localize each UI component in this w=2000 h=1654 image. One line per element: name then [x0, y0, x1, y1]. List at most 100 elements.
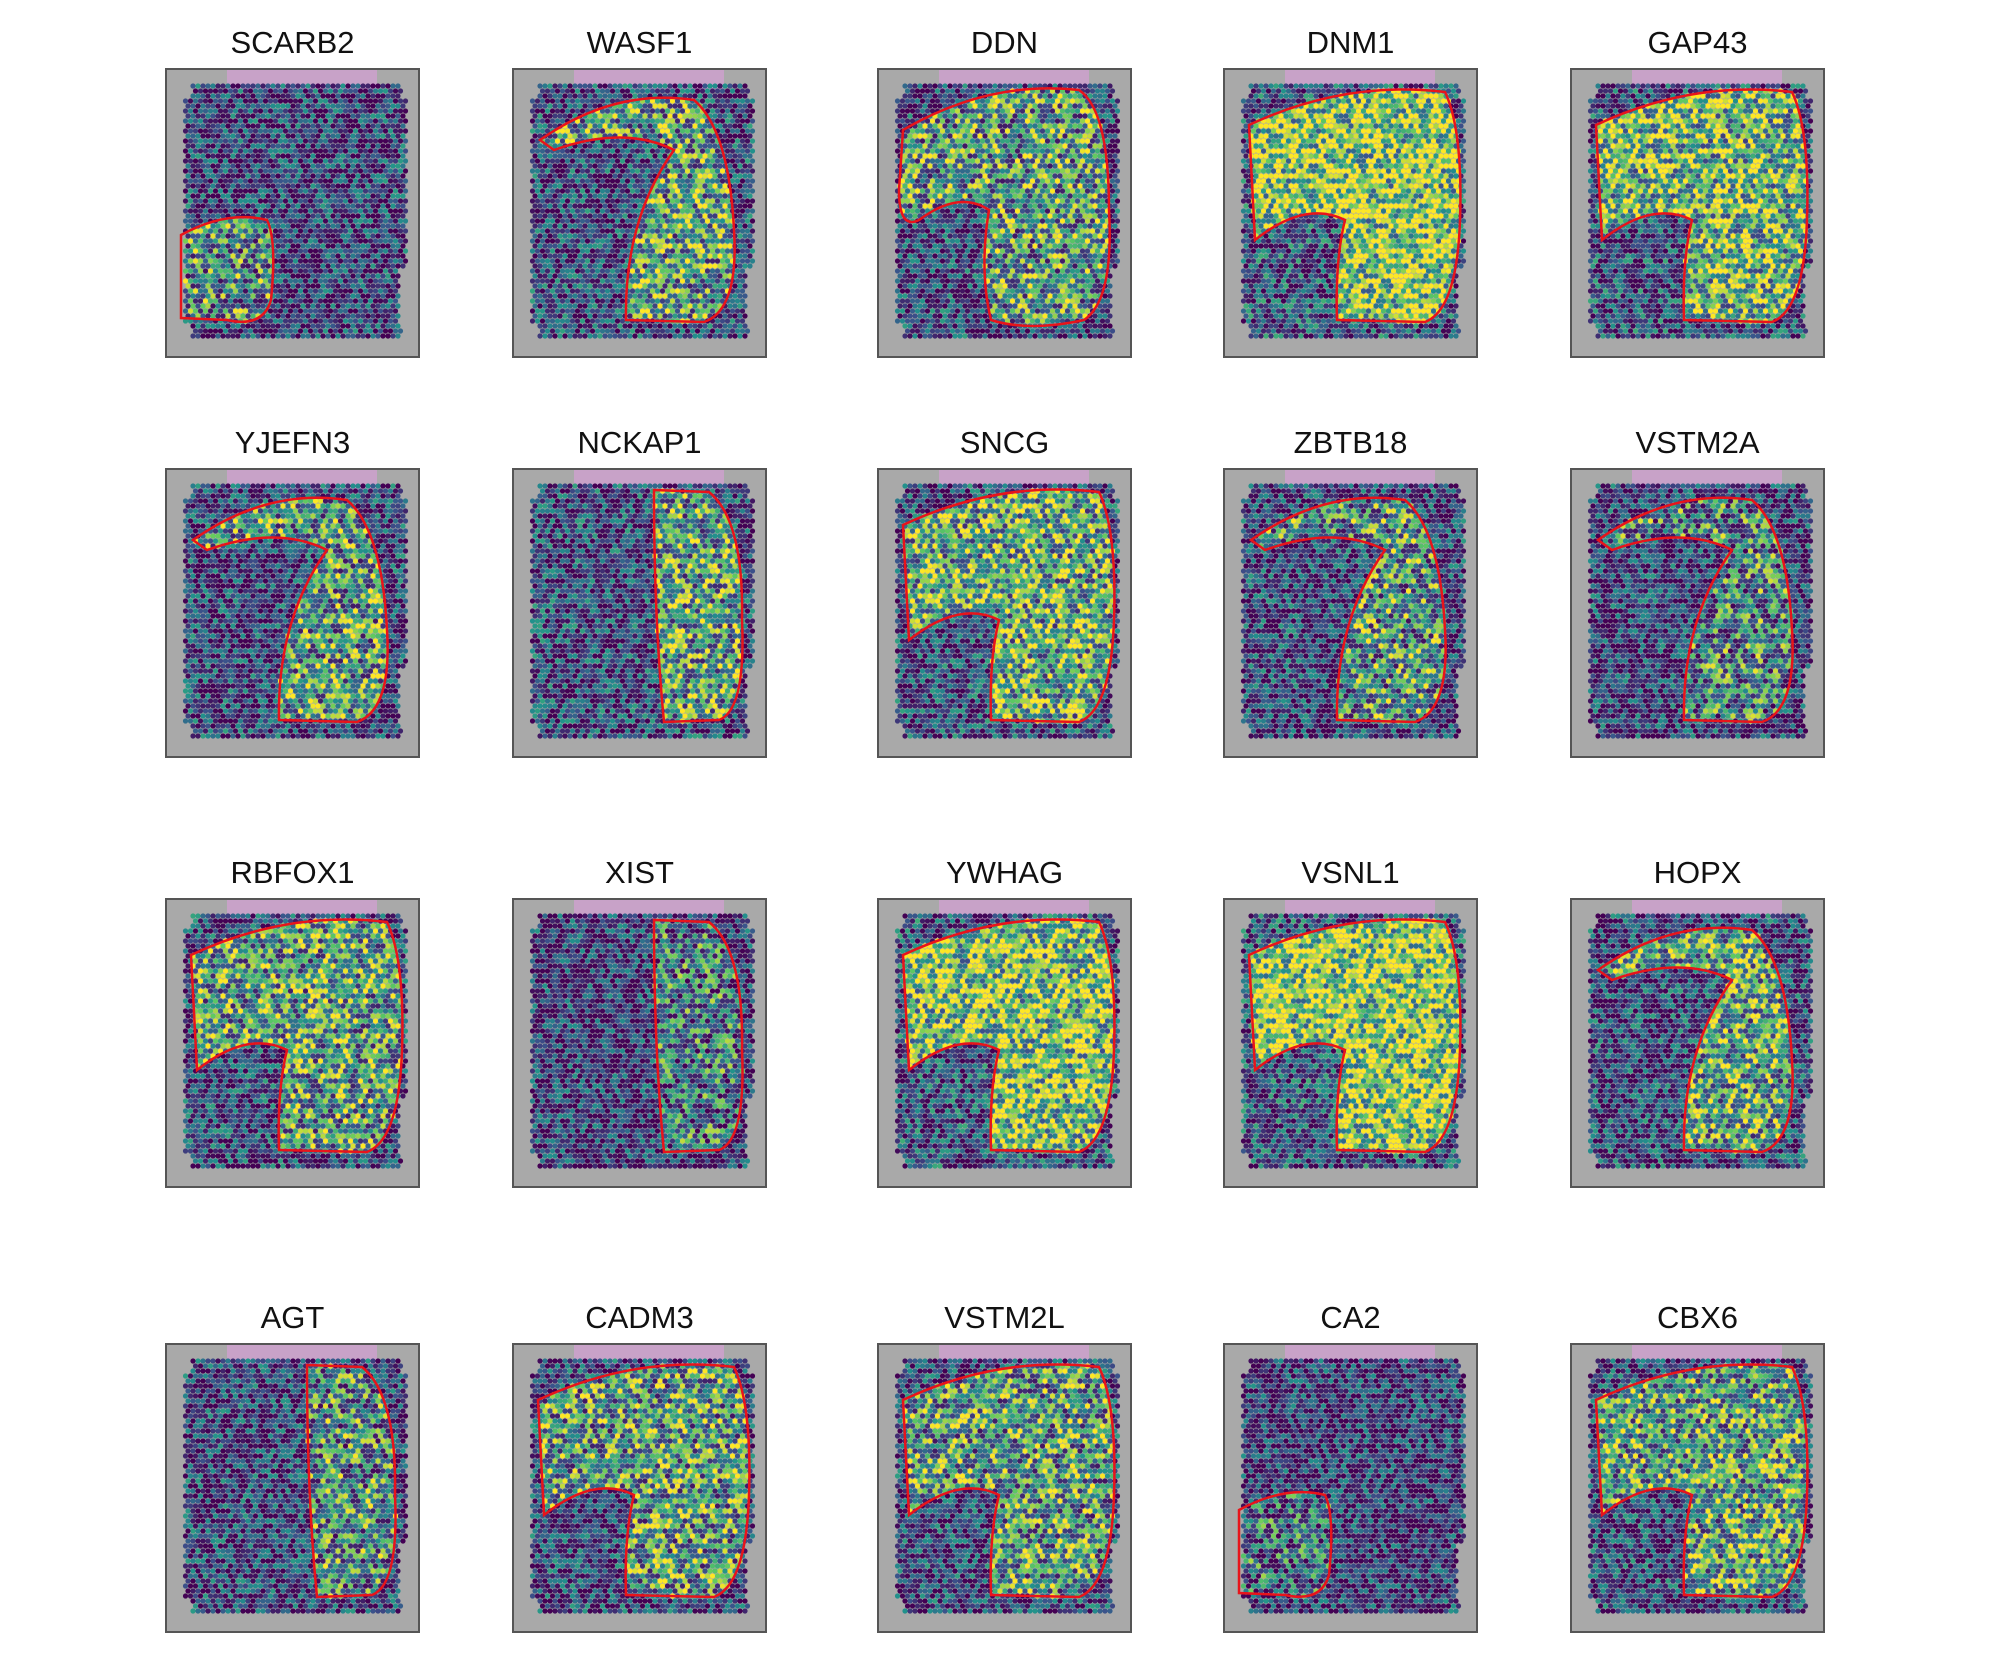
- gene-title: WASF1: [512, 25, 767, 61]
- gene-panel: GAP43: [1570, 25, 1825, 358]
- gene-panel: CA2: [1223, 1300, 1478, 1633]
- spatial-expression-plot: [1587, 1345, 1814, 1614]
- spatial-expression-plot: [1240, 70, 1467, 339]
- gene-title: RBFOX1: [165, 855, 420, 891]
- tissue-section-image: [512, 1343, 767, 1633]
- expression-spots: [529, 1358, 756, 1614]
- spatial-expression-plot: [1240, 900, 1467, 1169]
- tissue-section-image: [877, 68, 1132, 358]
- spatial-expression-plot: [1240, 470, 1467, 739]
- expression-spots: [182, 1358, 409, 1614]
- region-outline: [1595, 926, 1794, 1154]
- gene-title: CBX6: [1570, 1300, 1825, 1336]
- spatial-expression-plot: [529, 70, 756, 339]
- spatial-expression-plot: [529, 470, 756, 739]
- expression-spots: [529, 83, 756, 339]
- tissue-section-image: [165, 468, 420, 758]
- gene-title: SCARB2: [165, 25, 420, 61]
- spatial-expression-plot: [529, 1345, 756, 1614]
- expression-spots: [1587, 483, 1814, 739]
- gene-title: CADM3: [512, 1300, 767, 1336]
- gene-title: DDN: [877, 25, 1132, 61]
- spatial-expression-plot: [894, 1345, 1121, 1614]
- region-outline: [190, 496, 389, 724]
- spatial-expression-plot: [529, 900, 756, 1169]
- tissue-section-image: [512, 898, 767, 1188]
- gene-panel: AGT: [165, 1300, 420, 1633]
- expression-spots: [1587, 83, 1814, 339]
- gene-panel: VSNL1: [1223, 855, 1478, 1188]
- gene-panel: SCARB2: [165, 25, 420, 358]
- region-outline: [1247, 88, 1462, 324]
- gene-title: AGT: [165, 1300, 420, 1336]
- gene-title: VSTM2A: [1570, 425, 1825, 461]
- region-outline: [1594, 88, 1809, 324]
- expression-spots: [894, 913, 1121, 1169]
- gene-panel: ZBTB18: [1223, 425, 1478, 758]
- tissue-section-image: [512, 468, 767, 758]
- region-outline: [1248, 496, 1447, 724]
- expression-spots: [529, 913, 756, 1169]
- gene-title: XIST: [512, 855, 767, 891]
- region-outline: [1595, 496, 1794, 724]
- gene-panel: RBFOX1: [165, 855, 420, 1188]
- gene-title: SNCG: [877, 425, 1132, 461]
- gene-panel: NCKAP1: [512, 425, 767, 758]
- expression-spots: [894, 83, 1121, 339]
- gene-title: YJEFN3: [165, 425, 420, 461]
- tissue-section-image: [1223, 468, 1478, 758]
- gene-panel: SNCG: [877, 425, 1132, 758]
- gene-title: VSNL1: [1223, 855, 1478, 891]
- gene-panel: DDN: [877, 25, 1132, 358]
- gene-panel: WASF1: [512, 25, 767, 358]
- region-outline: [897, 87, 1111, 328]
- tissue-section-image: [877, 898, 1132, 1188]
- gene-panel: VSTM2A: [1570, 425, 1825, 758]
- region-outline: [901, 1363, 1116, 1599]
- gene-title: ZBTB18: [1223, 425, 1478, 461]
- spatial-expression-plot: [894, 900, 1121, 1169]
- gene-title: NCKAP1: [512, 425, 767, 461]
- gene-title: VSTM2L: [877, 1300, 1132, 1336]
- region-outline: [652, 918, 744, 1154]
- gene-title: DNM1: [1223, 25, 1478, 61]
- expression-spots: [182, 913, 409, 1169]
- expression-spots: [1240, 1358, 1467, 1614]
- gene-title: YWHAG: [877, 855, 1132, 891]
- region-outline: [652, 488, 744, 724]
- tissue-section-image: [1570, 1343, 1825, 1633]
- expression-spots: [182, 83, 409, 339]
- spatial-expression-plot: [1237, 1345, 1467, 1614]
- region-outline: [189, 918, 404, 1154]
- region-outline: [536, 1363, 751, 1599]
- region-outline: [1247, 918, 1462, 1154]
- region-outline: [1594, 1363, 1809, 1599]
- spatial-expression-plot: [182, 470, 409, 739]
- tissue-section-image: [165, 898, 420, 1188]
- tissue-section-image: [1570, 68, 1825, 358]
- expression-spots: [1240, 83, 1467, 339]
- tissue-section-image: [512, 68, 767, 358]
- gene-panel: DNM1: [1223, 25, 1478, 358]
- expression-spots: [529, 483, 756, 739]
- region-outline: [1237, 1490, 1333, 1598]
- expression-spots: [1587, 1358, 1814, 1614]
- expression-spots: [894, 483, 1121, 739]
- gene-title: HOPX: [1570, 855, 1825, 891]
- spatial-expression-plot: [894, 70, 1121, 339]
- region-outline: [305, 1363, 397, 1599]
- gene-panel: HOPX: [1570, 855, 1825, 1188]
- spatial-expression-plot: [179, 70, 409, 339]
- gene-panel: YWHAG: [877, 855, 1132, 1188]
- spatial-expression-plot: [182, 1345, 409, 1614]
- gene-title: GAP43: [1570, 25, 1825, 61]
- spatial-expression-plot: [1587, 900, 1814, 1169]
- expression-spots: [1240, 483, 1467, 739]
- tissue-section-image: [1570, 898, 1825, 1188]
- expression-spots: [894, 1358, 1121, 1614]
- spatial-expression-plot: [182, 900, 409, 1169]
- expression-spots: [1240, 913, 1467, 1169]
- tissue-section-image: [165, 1343, 420, 1633]
- tissue-section-image: [1223, 68, 1478, 358]
